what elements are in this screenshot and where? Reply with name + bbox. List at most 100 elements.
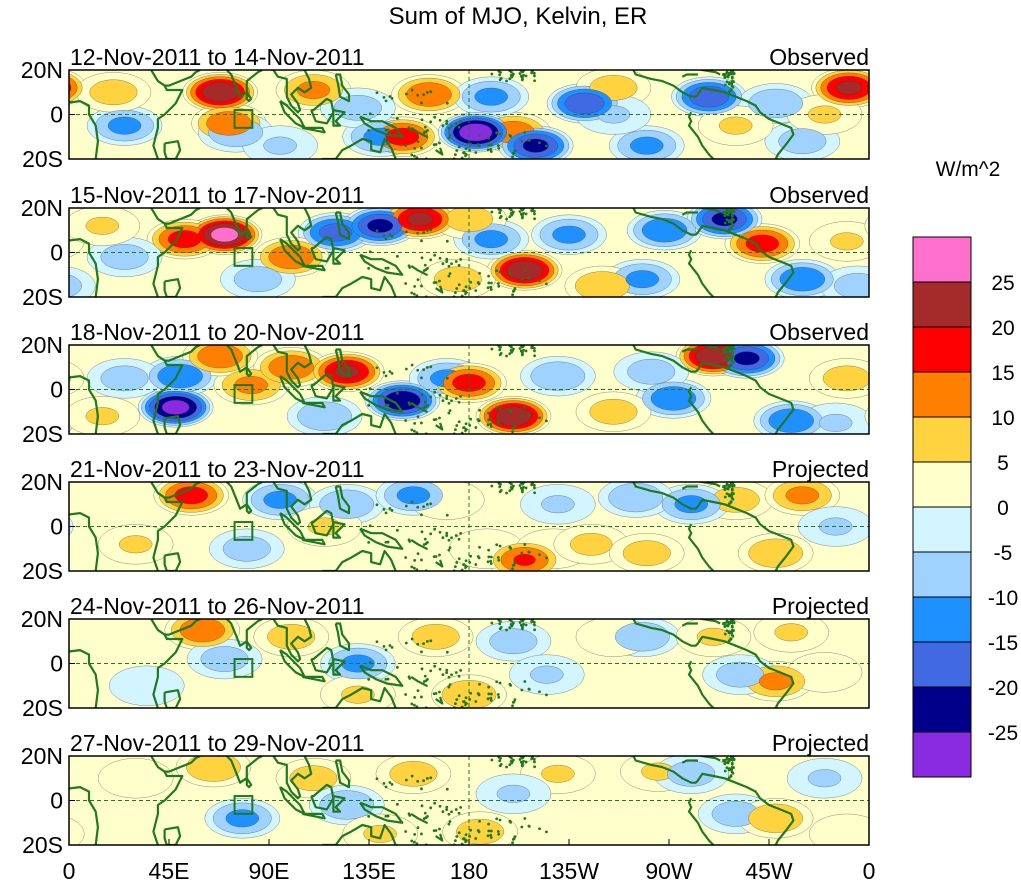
island [511, 758, 515, 762]
coastline [164, 70, 201, 87]
anomaly-contour [89, 79, 138, 106]
coastline [163, 689, 182, 708]
coastline [632, 756, 795, 845]
island [433, 390, 437, 394]
island [445, 101, 449, 105]
anomaly-contour [785, 486, 820, 505]
island [498, 818, 502, 822]
island [732, 758, 736, 762]
island [453, 702, 457, 706]
island [404, 419, 408, 422]
coastline [310, 509, 335, 537]
island [730, 496, 734, 500]
island [509, 70, 513, 74]
island [486, 148, 490, 152]
island [730, 70, 734, 74]
coastline [245, 777, 253, 789]
island [505, 354, 508, 358]
island [478, 408, 481, 412]
anomaly-contour [69, 817, 85, 845]
island [508, 77, 512, 81]
island [420, 284, 423, 288]
island [527, 687, 531, 691]
island [425, 640, 429, 643]
island [384, 540, 388, 544]
anomaly-contour [69, 274, 82, 297]
island [420, 558, 423, 562]
island [495, 680, 499, 684]
island [412, 703, 416, 707]
coastline [302, 675, 326, 683]
panel-plot-area [69, 756, 869, 845]
anomaly-contour [650, 386, 697, 411]
island [545, 419, 548, 423]
island [487, 418, 491, 422]
island [505, 628, 508, 632]
island [416, 826, 420, 830]
island [445, 376, 449, 380]
island [404, 282, 408, 285]
x-axis: 0 45E 90E 135E 180 135W 90W 45W 0 [63, 839, 875, 884]
island [447, 136, 451, 140]
island [511, 426, 515, 430]
island [413, 421, 417, 425]
island [450, 673, 453, 677]
anomaly-contour [522, 138, 549, 153]
anomaly-contour [495, 406, 532, 426]
island [447, 401, 451, 405]
island [486, 834, 490, 838]
island [730, 84, 734, 88]
island [388, 644, 392, 647]
island [729, 774, 733, 778]
colorbar-label: -20 [988, 677, 1018, 700]
island [732, 72, 736, 76]
island [382, 233, 386, 237]
island [422, 779, 426, 783]
panel: 18-Nov-2011 to 20-Nov-2011 Observed 20N 0 20… [21, 319, 870, 447]
island [375, 503, 379, 507]
island [462, 563, 466, 566]
island [533, 349, 536, 353]
island [498, 764, 502, 768]
island [727, 631, 731, 635]
island [457, 694, 461, 698]
island [469, 417, 473, 421]
lon-tick-label: 135W [539, 858, 599, 884]
island [477, 419, 481, 423]
coastline [435, 422, 444, 431]
island [438, 553, 441, 557]
coastline [410, 675, 428, 687]
island [498, 681, 502, 685]
island [723, 769, 727, 773]
island [404, 830, 408, 833]
island [489, 562, 493, 565]
island [732, 347, 736, 351]
island [532, 620, 536, 624]
colorbar-swatch [912, 371, 972, 418]
island [390, 646, 394, 649]
island [726, 624, 730, 628]
island [445, 122, 449, 125]
coastline [334, 759, 351, 789]
island [496, 282, 500, 285]
island [477, 556, 481, 560]
island [508, 489, 512, 493]
anomaly-contour [674, 495, 708, 514]
anomaly-contour [779, 267, 826, 292]
island [447, 264, 451, 268]
coastline [334, 622, 351, 652]
island [390, 97, 394, 100]
island [725, 766, 729, 770]
coastline [310, 97, 335, 125]
coastline [69, 375, 99, 434]
island [433, 527, 437, 531]
island [445, 531, 449, 535]
anomaly-contour [297, 401, 352, 431]
island [498, 544, 502, 548]
reference-box [233, 384, 254, 404]
island [423, 400, 427, 404]
anomaly-contour [100, 244, 149, 270]
island [524, 212, 528, 216]
island [408, 403, 412, 406]
coastline [410, 126, 428, 138]
